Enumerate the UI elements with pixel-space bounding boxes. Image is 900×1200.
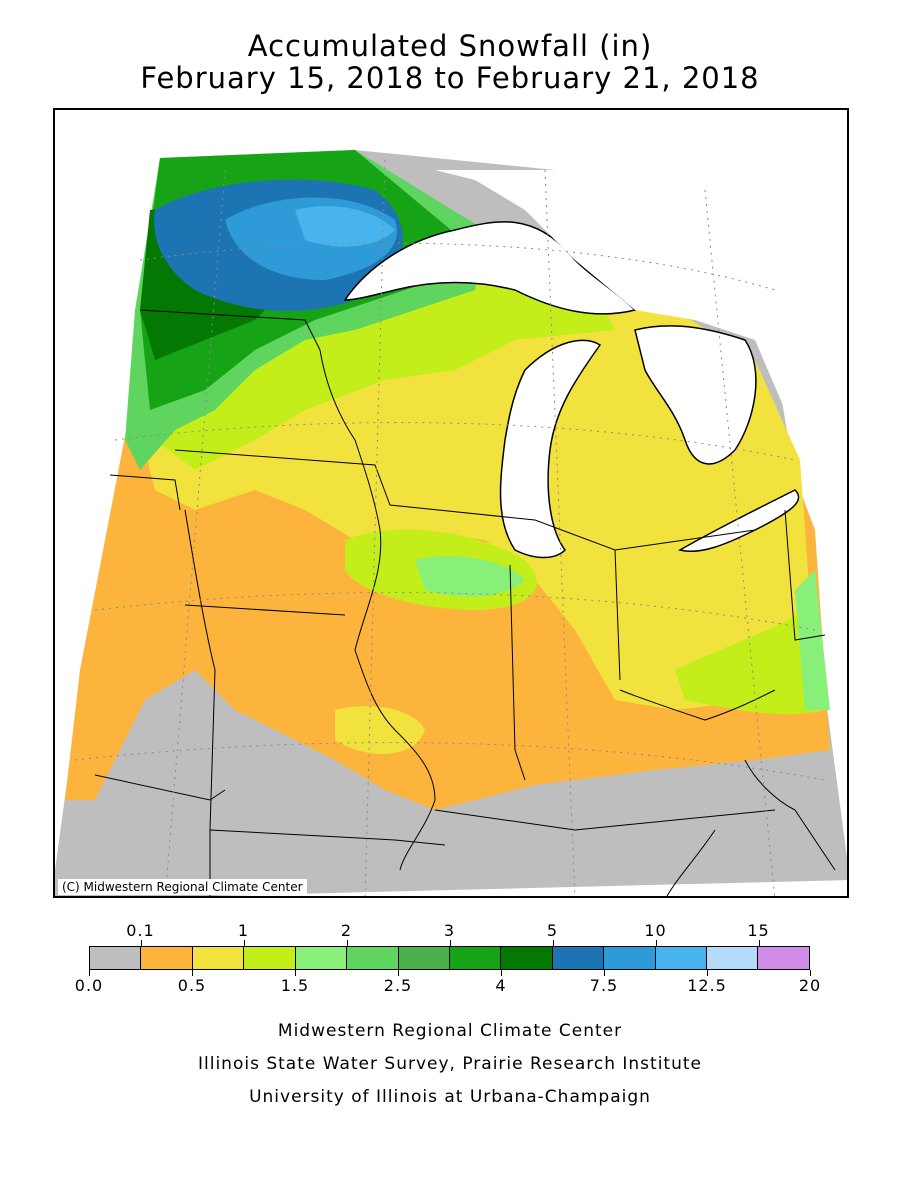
legend-bottom-label: 2.5 — [383, 976, 413, 995]
legend-tickmark — [398, 970, 399, 976]
credit-line-1: Midwestern Regional Climate Center — [277, 1021, 623, 1041]
legend-swatch — [552, 947, 605, 969]
legend-swatch — [141, 947, 193, 969]
legend-swatch — [347, 947, 399, 969]
legend-tickmark — [140, 940, 142, 946]
legend-tickmark — [604, 970, 605, 976]
legend-top-label: 0.1 — [126, 921, 155, 940]
legend-bottom-label: 0.5 — [177, 976, 207, 995]
legend-bottom-label: 7.5 — [589, 976, 619, 995]
map-title: Accumulated Snowfall (in) — [247, 29, 653, 63]
legend-swatch — [90, 947, 142, 969]
legend-bottom-label: 0.0 — [74, 976, 104, 995]
legend-tickmark — [655, 940, 657, 946]
copyright-label: (C) Midwestern Regional Climate Center — [58, 879, 307, 895]
map-subtitle: February 15, 2018 to February 21, 2018 — [140, 61, 760, 95]
legend-swatch — [758, 947, 809, 969]
legend-swatch — [707, 947, 759, 969]
legend-colorbar — [89, 946, 810, 970]
legend-tickmark — [346, 940, 348, 946]
legend-top-label: 5 — [546, 921, 559, 940]
legend-tickmark — [449, 940, 451, 946]
legend-tickmark — [707, 970, 708, 976]
credit-line-3: University of Illinois at Urbana-Champai… — [249, 1087, 651, 1107]
legend-bottom-label: 20 — [798, 976, 822, 995]
credit-line-2: Illinois State Water Survey, Prairie Res… — [198, 1054, 702, 1074]
legend-tickmark — [758, 940, 760, 946]
legend-top-label: 15 — [747, 921, 770, 940]
legend-swatch — [244, 947, 296, 969]
legend-tickmark — [552, 940, 554, 946]
legend-tickmark — [810, 970, 811, 976]
legend-bottom-label: 12.5 — [687, 976, 727, 995]
map-graphic — [55, 110, 847, 896]
legend-swatch — [398, 947, 450, 969]
legend-top-label: 2 — [340, 921, 353, 940]
legend-bottom-label: 4 — [495, 976, 507, 995]
legend-top-label: 3 — [443, 921, 456, 940]
legend-tickmark — [192, 970, 193, 976]
legend-swatch — [192, 947, 245, 969]
legend-swatch — [449, 947, 502, 969]
legend-tickmark — [295, 970, 296, 976]
legend-top-label: 10 — [644, 921, 667, 940]
legend-bottom-label: 1.5 — [280, 976, 310, 995]
legend-tickmark — [501, 970, 502, 976]
snowfall-map: (C) Midwestern Regional Climate Center — [53, 108, 849, 898]
legend-top-label: 1 — [237, 921, 250, 940]
legend-swatch — [604, 947, 656, 969]
legend-tickmark — [243, 940, 245, 946]
legend-swatch — [501, 947, 553, 969]
legend-swatch — [655, 947, 708, 969]
legend-tickmark — [89, 970, 90, 976]
legend-swatch — [295, 947, 348, 969]
